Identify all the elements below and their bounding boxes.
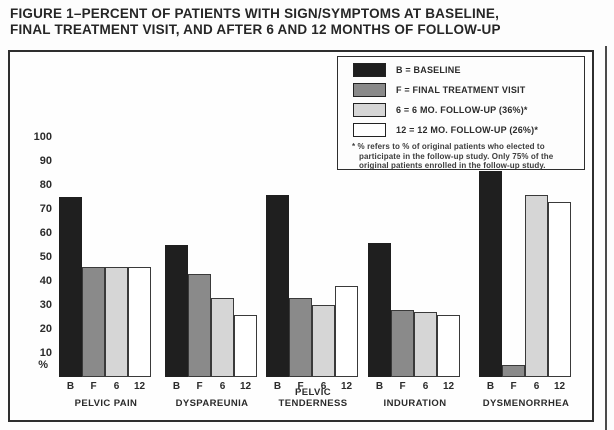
y-tick-label: 60 (39, 227, 52, 239)
category-label: INDURATION (383, 398, 447, 409)
bar-label: F (196, 381, 203, 392)
bar-label: 6 (113, 381, 120, 392)
bar (165, 245, 188, 377)
bar-label: B (172, 381, 181, 392)
scan-edge-line (605, 46, 607, 430)
bar-group (266, 137, 360, 377)
legend-swatch (353, 102, 386, 117)
bar-label: F (297, 381, 304, 392)
bar (105, 267, 128, 377)
y-tick-label: 50 (39, 251, 52, 263)
y-tick-label: 10 (39, 347, 52, 359)
bar-label: 6 (320, 381, 327, 392)
figure-title-line1: FIGURE 1–PERCENT OF PATIENTS WITH SIGN/S… (10, 6, 500, 21)
bar (289, 298, 312, 377)
legend-box: B = BASELINE F = FINAL TREATMENT VISIT 6 =… (337, 56, 585, 170)
legend-swatch (353, 82, 386, 97)
bar-group (479, 137, 573, 377)
bar-group (368, 137, 462, 377)
legend-item: 6 = 6 MO. FOLLOW-UP (36%)* (353, 102, 584, 117)
bar-label: F (510, 381, 517, 392)
bar-label-row: B F 6 12 (266, 381, 360, 392)
bar-label: B (273, 381, 282, 392)
legend-item: 12 = 12 MO. FOLLOW-UP (26%)* (353, 122, 584, 137)
bar (128, 267, 151, 377)
bar-label: 6 (533, 381, 540, 392)
category-label: DYSMENORRHEA (482, 398, 570, 409)
bar (312, 305, 335, 377)
bar-label-row: B F 6 12 (479, 381, 573, 392)
legend-swatch (353, 122, 386, 137)
bar-label-row: B F 6 12 (59, 381, 153, 392)
bar-label: F (399, 381, 406, 392)
category-label: PELVIC TENDERNESS (278, 387, 348, 409)
bar (391, 310, 414, 377)
bar (211, 298, 234, 377)
legend-item: F = FINAL TREATMENT VISIT (353, 82, 584, 97)
bar-group (59, 137, 153, 377)
bar (479, 171, 502, 377)
bar (502, 365, 525, 377)
legend-label: 12 = 12 MO. FOLLOW-UP (26%)* (396, 124, 539, 135)
legend-item: B = BASELINE (353, 62, 584, 77)
bar-label: 12 (553, 381, 566, 392)
legend-label: 6 = 6 MO. FOLLOW-UP (36%)* (396, 104, 528, 115)
figure-title: FIGURE 1–PERCENT OF PATIENTS WITH SIGN/S… (10, 6, 610, 38)
bar-label: 6 (422, 381, 429, 392)
bar-label: F (90, 381, 97, 392)
legend-swatch (353, 62, 386, 77)
bar (82, 267, 105, 377)
y-tick-label: 70 (39, 203, 52, 215)
legend-label: F = FINAL TREATMENT VISIT (396, 84, 526, 95)
bar (368, 243, 391, 377)
bar (414, 312, 437, 377)
bar-label: B (486, 381, 495, 392)
legend-items: B = BASELINE F = FINAL TREATMENT VISIT 6 =… (338, 62, 584, 137)
bar (335, 286, 358, 377)
y-tick-label: 20 (39, 323, 52, 335)
bar-label-row: B F 6 12 (368, 381, 462, 392)
bar (188, 274, 211, 377)
figure-title-line2: FINAL TREATMENT VISIT, AND AFTER 6 AND 1… (10, 22, 501, 37)
y-tick-label: 30 (39, 299, 52, 311)
legend-footnote: * % refers to % of original patients who… (352, 142, 554, 170)
bar (437, 315, 460, 377)
bar (525, 195, 548, 377)
bar (234, 315, 257, 377)
bar (266, 195, 289, 377)
bar-label: 12 (239, 381, 252, 392)
bar (59, 197, 82, 377)
bar-label-row: B F 6 12 (165, 381, 259, 392)
category-label: PELVIC PAIN (74, 398, 138, 409)
y-tick-label: 90 (39, 155, 52, 167)
bar-label: 12 (340, 381, 353, 392)
bar-label: 6 (219, 381, 226, 392)
bar (548, 202, 571, 377)
bar-group (165, 137, 259, 377)
y-tick-label: 40 (39, 275, 52, 287)
y-tick-label: 100 (33, 131, 52, 143)
category-label: DYSPAREUNIA (175, 398, 249, 409)
y-tick-label: 80 (39, 179, 52, 191)
bar-label: 12 (442, 381, 455, 392)
legend-label: B = BASELINE (396, 64, 461, 75)
bar-label: B (375, 381, 384, 392)
percent-symbol: % (38, 359, 48, 371)
bar-label: 12 (133, 381, 146, 392)
chart-frame: B = BASELINE F = FINAL TREATMENT VISIT 6 =… (8, 50, 594, 422)
bar-label: B (66, 381, 75, 392)
